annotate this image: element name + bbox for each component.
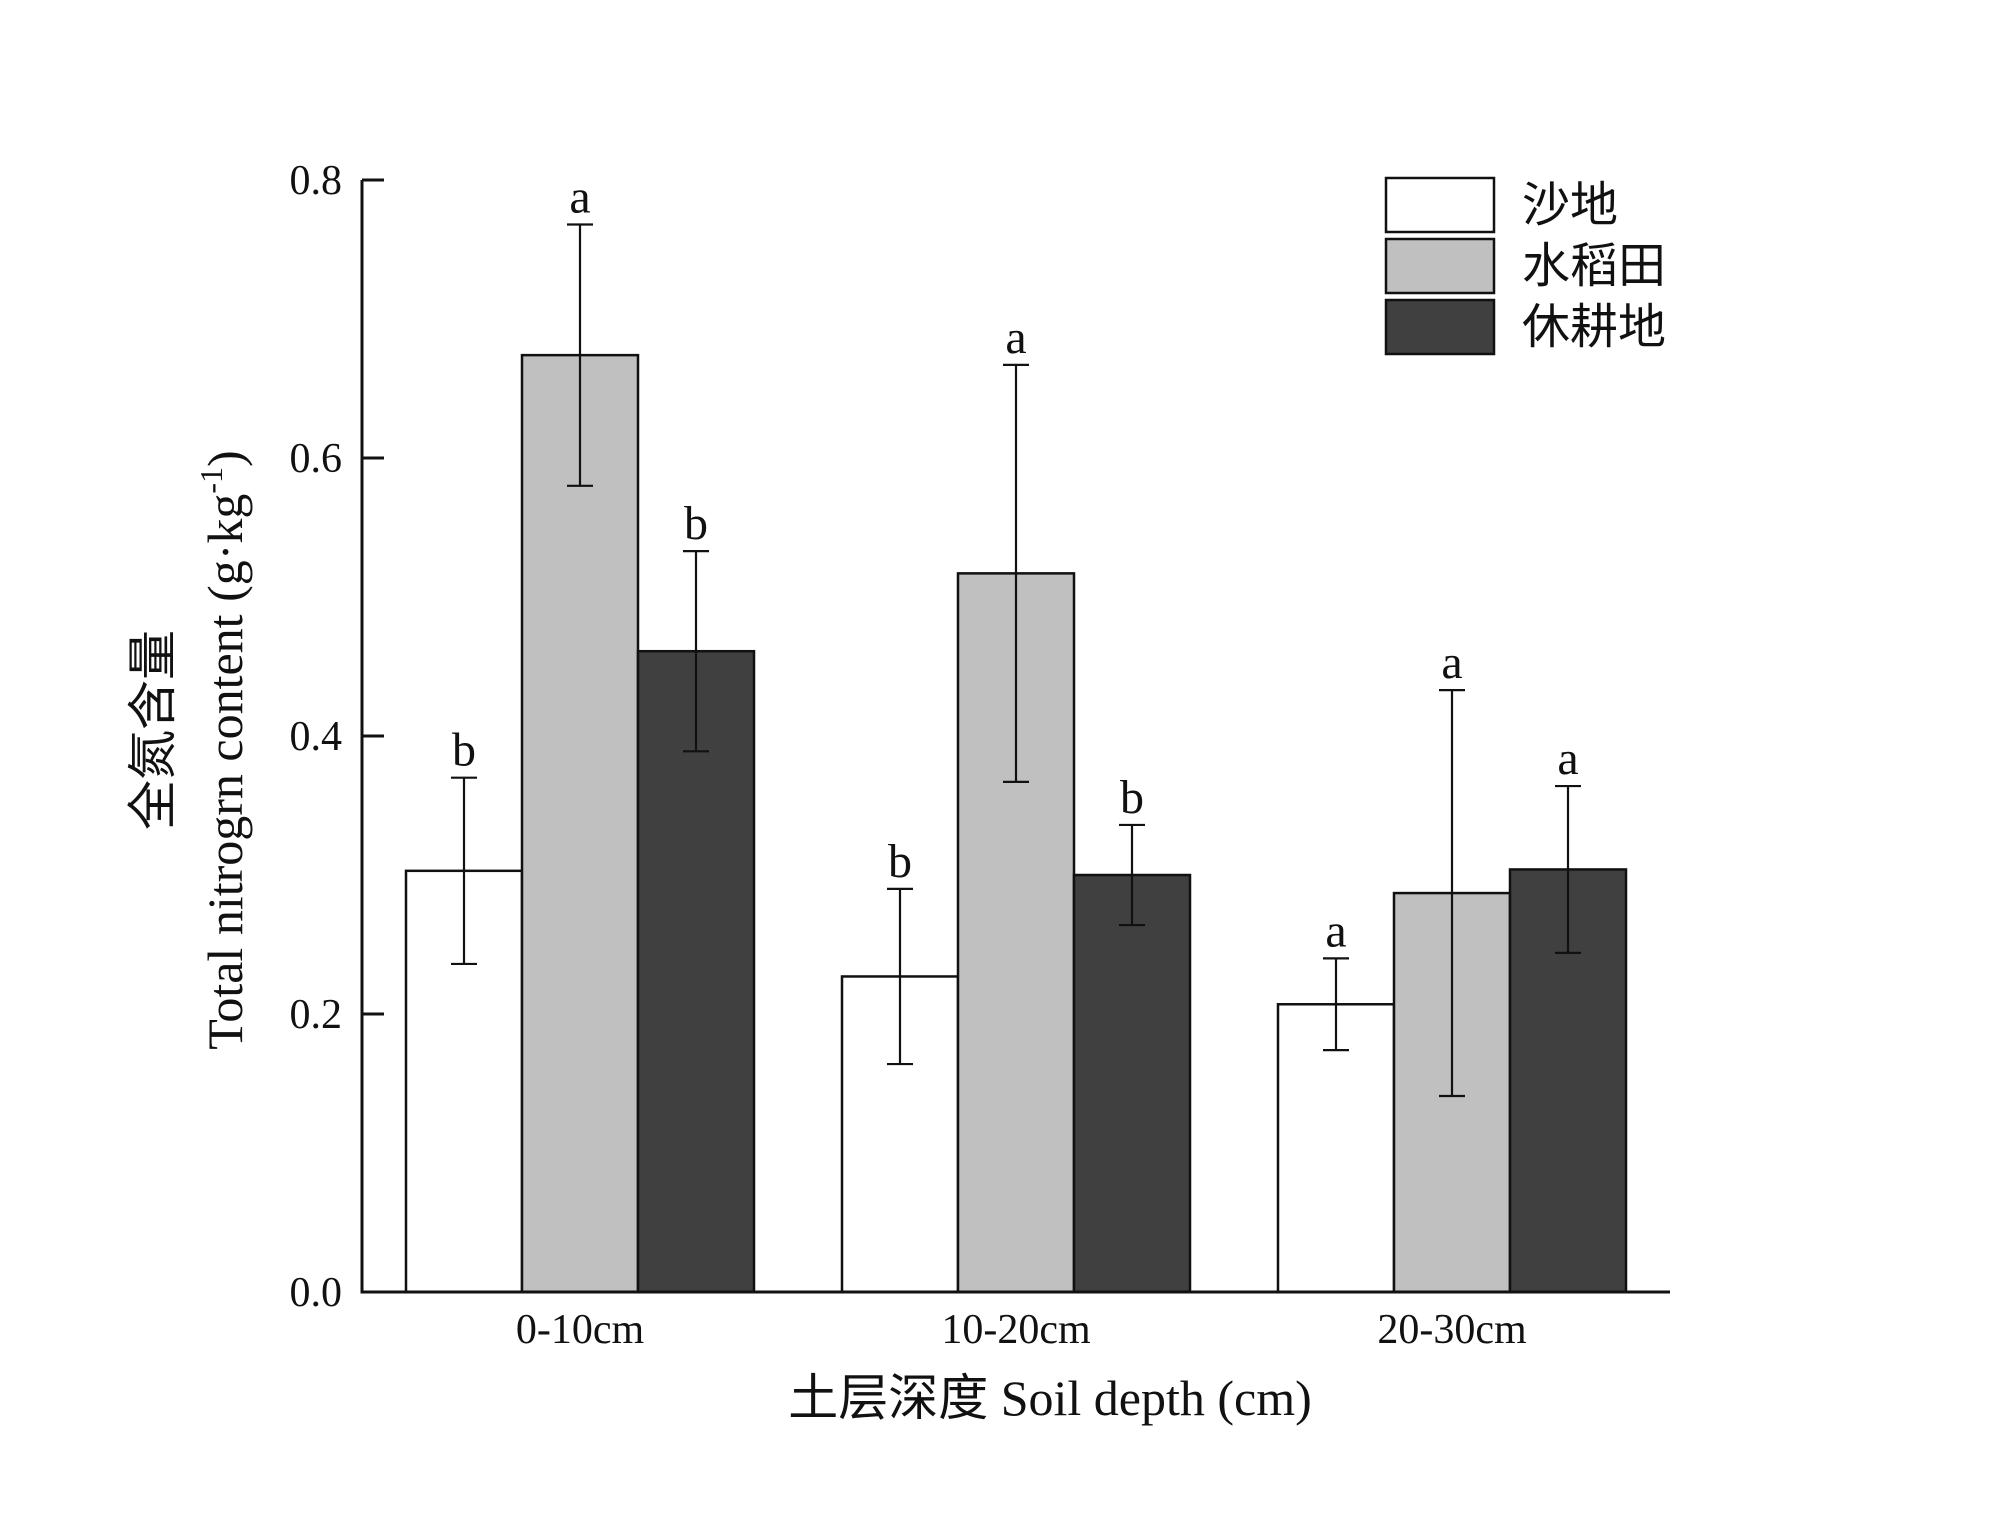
bar [1276, 1003, 1396, 1294]
legend-swatch [1384, 298, 1496, 356]
legend-label: 水稻田 [1522, 240, 1666, 293]
y-axis-title-main: Total nitrogrn content (g·kg [197, 494, 253, 1050]
y-tick-label: 0.8 [290, 158, 343, 204]
y-tick-label: 0.4 [290, 714, 343, 760]
y-axis-title: 全氮含量 Total nitrogrn content (g·kg-1) [125, 450, 253, 1049]
significance-letter: b [888, 835, 912, 888]
significance-letter: b [452, 724, 476, 777]
significance-letter: b [684, 497, 708, 550]
legend-swatch [1384, 237, 1496, 295]
x-tick-label: 20-30cm [1377, 1307, 1527, 1353]
x-tick-label: 0-10cm [516, 1307, 645, 1353]
significance-letter: a [1557, 732, 1578, 785]
bar [636, 649, 756, 1294]
bar [520, 353, 640, 1294]
y-axis-title-english: Total nitrogrn content (g·kg-1) [193, 450, 253, 1049]
y-tick-label: 0.0 [290, 1270, 343, 1316]
x-tick-label: 10-20cm [941, 1307, 1091, 1353]
y-tick-label: 0.2 [290, 992, 343, 1038]
bar [1072, 873, 1192, 1294]
x-axis-title: 土层深度 Soil depth (cm) [788, 1370, 1312, 1426]
legend-label: 休耕地 [1522, 301, 1666, 354]
legend-label: 沙地 [1522, 179, 1618, 232]
y-axis-title-close: ) [197, 450, 253, 467]
significance-letter: a [1441, 636, 1462, 689]
significance-letter: b [1120, 771, 1144, 824]
y-axis-title-chinese: 全氮含量 [125, 630, 181, 830]
legend-swatch [1384, 176, 1496, 234]
significance-letter: a [569, 170, 590, 223]
y-axis-title-superscript: -1 [193, 467, 229, 494]
y-tick-label: 0.6 [290, 436, 343, 482]
axes: 0-10cm 10-20cm 20-30cm 0.0 0.2 0.4 0.6 0.8 [290, 158, 1670, 1353]
plot-area: b a b b a b a a a [404, 170, 1628, 1294]
significance-letter: a [1005, 311, 1026, 364]
significance-letter: a [1325, 904, 1346, 957]
